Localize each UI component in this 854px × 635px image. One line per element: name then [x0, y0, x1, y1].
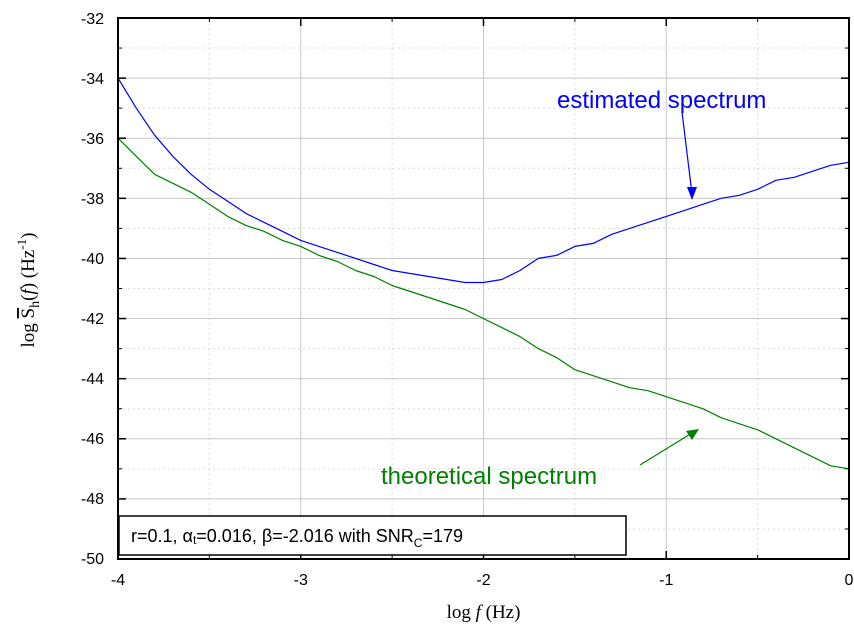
x-tick-label: 0	[845, 572, 854, 589]
theoretical-arrow-head	[686, 429, 699, 440]
x-tick-label: -2	[476, 572, 490, 589]
minor-ticks	[118, 18, 849, 559]
y-tick-label: -38	[81, 191, 104, 208]
theoretical-spectrum-label: theoretical spectrum	[381, 463, 597, 490]
theoretical-arrow	[639, 432, 693, 466]
estimated-arrow-head	[687, 187, 697, 200]
y-tick-label: -36	[81, 131, 104, 148]
series-line-estimated	[117, 77, 850, 284]
y-tick-label: -34	[81, 71, 104, 88]
info-box: r=0.1, αt=0.016, β=-2.016 with SNRC=179	[118, 515, 627, 556]
x-tick-label: -3	[294, 572, 308, 589]
y-tick-label: -50	[81, 551, 104, 568]
y-tick-label: -44	[81, 371, 104, 388]
grid-lines	[118, 18, 849, 559]
info-box-text: r=0.1, αt=0.016, β=-2.016 with SNRC=179	[131, 526, 463, 550]
x-tick-label: -1	[659, 572, 673, 589]
y-tick-labels: -32 -34 -36 -38 -40 -42 -44 -46 -48 -50	[81, 11, 104, 568]
info-box-frame	[118, 515, 627, 556]
x-axis-title: log f (Hz)	[447, 602, 521, 623]
series-line-theoretical	[117, 137, 850, 470]
y-tick-label: -48	[81, 491, 104, 508]
y-tick-label: -32	[81, 11, 104, 28]
y-tick-label: -40	[81, 251, 104, 268]
y-tick-label: -42	[81, 311, 104, 328]
estimated-arrow	[681, 111, 693, 195]
y-tick-label: -46	[81, 431, 104, 448]
estimated-spectrum-label: estimated spectrum	[557, 87, 766, 114]
series-layer	[117, 77, 850, 470]
y-axis-title: log Sh(f) (Hz-1)	[14, 233, 43, 348]
x-tick-labels: -4 -3 -2 -1 0	[111, 572, 854, 589]
major-ticks	[117, 17, 850, 560]
x-tick-label: -4	[111, 572, 125, 589]
